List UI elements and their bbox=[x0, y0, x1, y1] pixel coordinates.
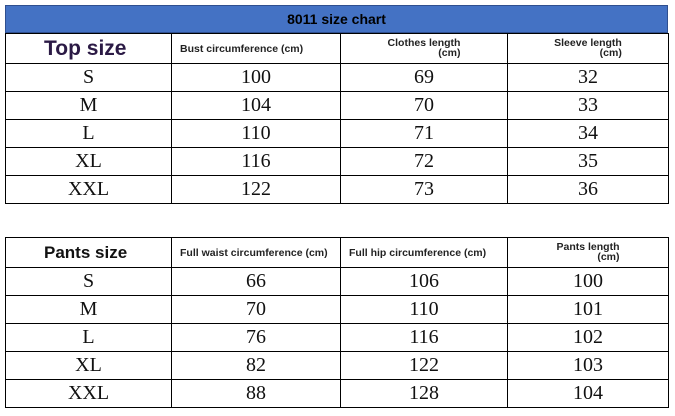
table-row: XL 116 72 35 bbox=[5, 147, 669, 176]
chart-title: 8011 size chart bbox=[5, 5, 668, 33]
size-cell: M bbox=[5, 295, 172, 324]
sleeve-length-cell: 35 bbox=[507, 147, 669, 176]
bust-cell: 100 bbox=[171, 63, 341, 92]
pants-size-table: Pants size Full waist circumference (cm)… bbox=[5, 237, 669, 408]
size-cell: S bbox=[5, 63, 172, 92]
hip-cell: 128 bbox=[340, 379, 508, 408]
sleeve-length-cell: 34 bbox=[507, 119, 669, 148]
size-cell: L bbox=[5, 119, 172, 148]
size-cell: M bbox=[5, 91, 172, 120]
waist-cell: 88 bbox=[171, 379, 341, 408]
pants-length-unit: (cm) bbox=[597, 251, 620, 263]
sleeve-length-cell: 36 bbox=[507, 175, 669, 204]
size-cell: XL bbox=[5, 351, 172, 380]
table-row: XXL 88 128 104 bbox=[5, 379, 669, 408]
sleeve-length-header: Sleeve length (cm) bbox=[507, 33, 669, 64]
pants-header-row: Pants size Full waist circumference (cm)… bbox=[5, 237, 669, 268]
hip-header: Full hip circumference (cm) bbox=[340, 237, 508, 268]
size-cell: XL bbox=[5, 147, 172, 176]
waist-cell: 82 bbox=[171, 351, 341, 380]
hip-cell: 122 bbox=[340, 351, 508, 380]
pants-length-cell: 104 bbox=[507, 379, 669, 408]
pants-size-label: Pants size bbox=[5, 237, 172, 268]
bust-cell: 122 bbox=[171, 175, 341, 204]
sleeve-length-cell: 32 bbox=[507, 63, 669, 92]
table-row: M 104 70 33 bbox=[5, 91, 669, 120]
top-header-row: Top size Bust circumference (cm) Clothes… bbox=[5, 33, 669, 64]
table-row: L 76 116 102 bbox=[5, 323, 669, 352]
clothes-length-unit: (cm) bbox=[438, 47, 461, 59]
waist-header: Full waist circumference (cm) bbox=[171, 237, 341, 268]
pants-length-cell: 102 bbox=[507, 323, 669, 352]
sleeve-length-label: Sleeve length bbox=[554, 37, 622, 49]
hip-cell: 110 bbox=[340, 295, 508, 324]
waist-cell: 70 bbox=[171, 295, 341, 324]
pants-length-label: Pants length bbox=[556, 241, 620, 253]
waist-cell: 76 bbox=[171, 323, 341, 352]
pants-length-cell: 101 bbox=[507, 295, 669, 324]
table-row: S 66 106 100 bbox=[5, 267, 669, 296]
pants-length-cell: 100 bbox=[507, 267, 669, 296]
size-cell: S bbox=[5, 267, 172, 296]
pants-length-header: Pants length (cm) bbox=[507, 237, 669, 268]
section-gap bbox=[5, 208, 668, 235]
clothes-length-cell: 72 bbox=[340, 147, 508, 176]
hip-cell: 116 bbox=[340, 323, 508, 352]
clothes-length-cell: 69 bbox=[340, 63, 508, 92]
clothes-length-label: Clothes length bbox=[387, 37, 461, 49]
bust-cell: 116 bbox=[171, 147, 341, 176]
clothes-length-header: Clothes length (cm) bbox=[340, 33, 508, 64]
size-cell: L bbox=[5, 323, 172, 352]
sleeve-length-cell: 33 bbox=[507, 91, 669, 120]
bust-cell: 104 bbox=[171, 91, 341, 120]
clothes-length-cell: 71 bbox=[340, 119, 508, 148]
waist-cell: 66 bbox=[171, 267, 341, 296]
table-row: XXL 122 73 36 bbox=[5, 175, 669, 204]
bust-header: Bust circumference (cm) bbox=[171, 33, 341, 64]
sleeve-length-unit: (cm) bbox=[599, 47, 622, 59]
size-cell: XXL bbox=[5, 175, 172, 204]
table-row: XL 82 122 103 bbox=[5, 351, 669, 380]
table-row: L 110 71 34 bbox=[5, 119, 669, 148]
clothes-length-cell: 73 bbox=[340, 175, 508, 204]
clothes-length-cell: 70 bbox=[340, 91, 508, 120]
pants-length-cell: 103 bbox=[507, 351, 669, 380]
bust-cell: 110 bbox=[171, 119, 341, 148]
hip-cell: 106 bbox=[340, 267, 508, 296]
table-row: M 70 110 101 bbox=[5, 295, 669, 324]
table-row: S 100 69 32 bbox=[5, 63, 669, 92]
size-cell: XXL bbox=[5, 379, 172, 408]
top-size-table: Top size Bust circumference (cm) Clothes… bbox=[5, 33, 669, 204]
top-size-label: Top size bbox=[5, 33, 172, 64]
